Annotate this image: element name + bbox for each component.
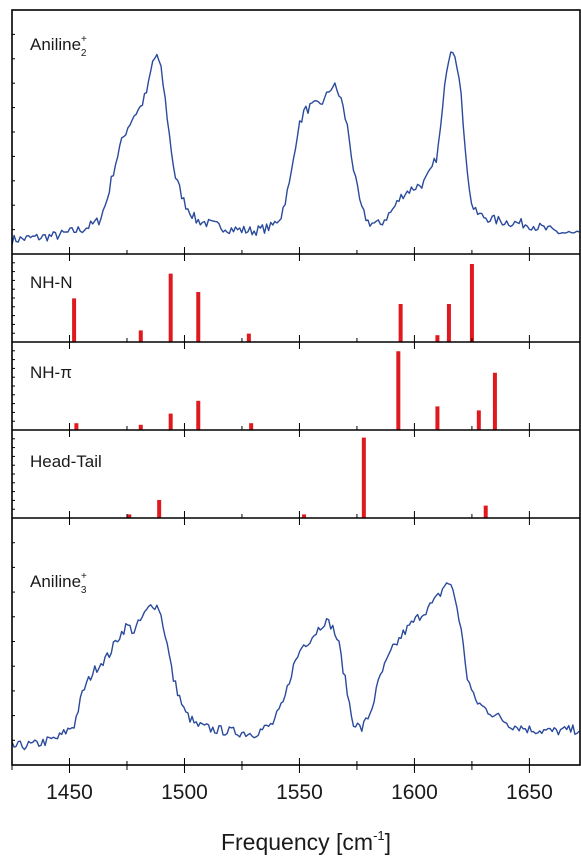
panel-label-nh-n: NH-N xyxy=(30,273,73,292)
x-tick-label: 1550 xyxy=(276,781,323,804)
panel-label-aniline2: Aniline+ 2 xyxy=(30,34,87,59)
spectrum-line-panel-4 xyxy=(11,582,580,751)
x-tick-label: 1600 xyxy=(391,781,438,804)
spectrum-line-panel-0 xyxy=(11,51,580,245)
panel-label-aniline3: Aniline+ 3 xyxy=(30,571,87,596)
x-tick-label: 1500 xyxy=(161,781,208,804)
plot-frame xyxy=(11,9,581,766)
panel-label-head-tail: Head-Tail xyxy=(30,452,102,471)
x-tick-label: 1450 xyxy=(46,781,93,804)
panel-label-nh-pi: NH-π xyxy=(30,363,72,382)
x-tick-label: 1650 xyxy=(506,781,553,804)
x-axis-title: Frequency [cm-1] xyxy=(221,828,391,855)
